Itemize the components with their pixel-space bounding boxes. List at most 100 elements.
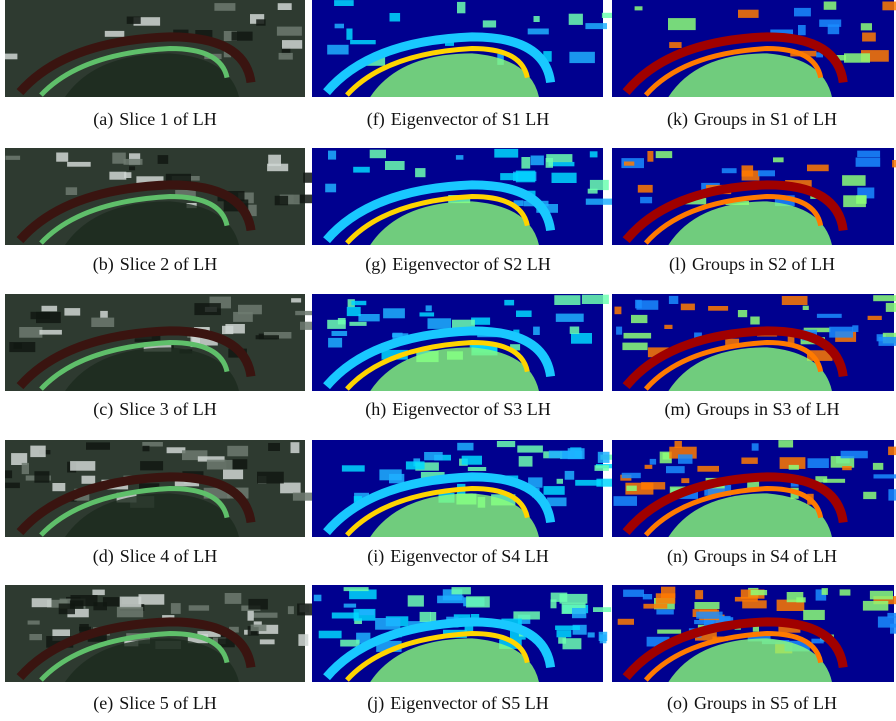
texture-patch: [571, 333, 592, 344]
texture-patch: [483, 20, 496, 27]
texture-patch: [360, 610, 375, 615]
texture-patch: [852, 325, 858, 332]
texture-patch: [599, 632, 608, 641]
texture-patch: [56, 153, 68, 162]
texture-patch: [565, 471, 575, 480]
texture-patch: [669, 42, 681, 48]
texture-patch: [696, 612, 722, 619]
texture-patch: [656, 593, 676, 603]
texture-patch: [291, 298, 301, 302]
caption-text: Slice 4 of LH: [120, 546, 217, 566]
texture-patch: [681, 304, 695, 311]
texture-patch: [328, 151, 336, 160]
texture-patch: [82, 476, 96, 484]
texture-patch: [248, 599, 268, 610]
texture-patch: [568, 448, 585, 459]
texture-patch: [819, 20, 841, 27]
texture-patch: [892, 160, 896, 167]
texture-patch: [504, 300, 514, 306]
texture-patch: [129, 166, 135, 170]
texture-patch: [415, 168, 425, 177]
texture-patch: [225, 324, 245, 334]
texture-patch: [615, 307, 622, 315]
texture-patch: [708, 306, 728, 311]
texture-patch: [28, 621, 40, 625]
texture-patch: [722, 168, 737, 173]
texture-patch: [570, 327, 580, 334]
texture-patch: [638, 185, 653, 193]
panel: [312, 148, 613, 245]
texture-patch: [863, 601, 888, 611]
texture-patch: [789, 465, 799, 470]
texture-patch: [462, 456, 482, 465]
texture-patch: [117, 607, 143, 617]
texture-patch: [194, 303, 221, 315]
texture-patch: [513, 611, 540, 619]
texture-patch: [494, 149, 518, 158]
texture-patch: [66, 187, 77, 195]
texture-patch: [635, 300, 642, 309]
caption-label: (e): [93, 693, 113, 714]
texture-patch: [647, 151, 653, 162]
texture-patch: [590, 151, 598, 157]
texture-patch: [5, 483, 20, 489]
texture-patch: [332, 331, 348, 336]
texture-patch: [335, 24, 344, 29]
texture-patch: [59, 604, 75, 615]
texture-patch: [626, 486, 636, 491]
caption: (o)Groups in S5 of LH: [667, 693, 837, 714]
texture-patch: [738, 310, 747, 317]
texture-patch: [521, 157, 530, 169]
caption: (e)Slice 5 of LH: [93, 693, 216, 714]
texture-patch: [248, 611, 254, 621]
texture-patch: [327, 320, 346, 329]
texture-patch: [803, 306, 809, 310]
texture-patch: [214, 3, 235, 11]
texture-patch: [796, 597, 805, 602]
texture-patch: [622, 473, 641, 478]
caption: (n)Groups in S4 of LH: [667, 546, 837, 567]
texture-patch: [695, 590, 703, 599]
caption: (l)Groups in S2 of LH: [669, 254, 835, 275]
texture-patch: [741, 458, 757, 464]
texture-patch: [5, 54, 17, 60]
caption-label: (i): [367, 546, 384, 567]
texture-patch: [614, 496, 638, 506]
texture-patch: [353, 167, 370, 173]
caption-text: Eigenvector of S3 LH: [392, 399, 550, 419]
texture-patch: [657, 630, 681, 634]
texture-patch: [616, 327, 622, 335]
texture-patch: [140, 461, 163, 470]
texture-patch: [92, 590, 104, 596]
texture-patch: [857, 151, 880, 158]
panel: [612, 148, 896, 245]
texture-patch: [466, 596, 490, 607]
texture-patch: [752, 443, 759, 450]
texture-patch: [22, 463, 29, 474]
texture-patch: [572, 608, 586, 618]
caption-label: (c): [93, 399, 113, 420]
panel: [5, 294, 323, 391]
caption: (i)Eigenvector of S4 LH: [367, 546, 548, 567]
caption-label: (a): [93, 109, 113, 130]
texture-patch: [678, 454, 693, 463]
texture-patch: [328, 338, 342, 348]
texture-patch: [841, 451, 868, 459]
texture-patch: [829, 327, 853, 338]
texture-patch: [588, 632, 595, 637]
texture-patch: [890, 624, 896, 634]
texture-patch: [782, 296, 808, 305]
texture-patch: [681, 478, 689, 483]
texture-patch: [856, 195, 867, 204]
texture-patch: [300, 322, 312, 330]
texture-patch: [798, 25, 806, 35]
texture-patch: [669, 296, 678, 304]
texture-patch: [856, 158, 881, 167]
texture-patch: [370, 150, 386, 159]
texture-patch: [517, 446, 543, 453]
texture-patch: [383, 308, 405, 318]
texture-patch: [268, 443, 280, 451]
texture-patch: [863, 492, 876, 499]
caption: (b)Slice 2 of LH: [93, 254, 217, 275]
texture-patch: [31, 312, 51, 319]
